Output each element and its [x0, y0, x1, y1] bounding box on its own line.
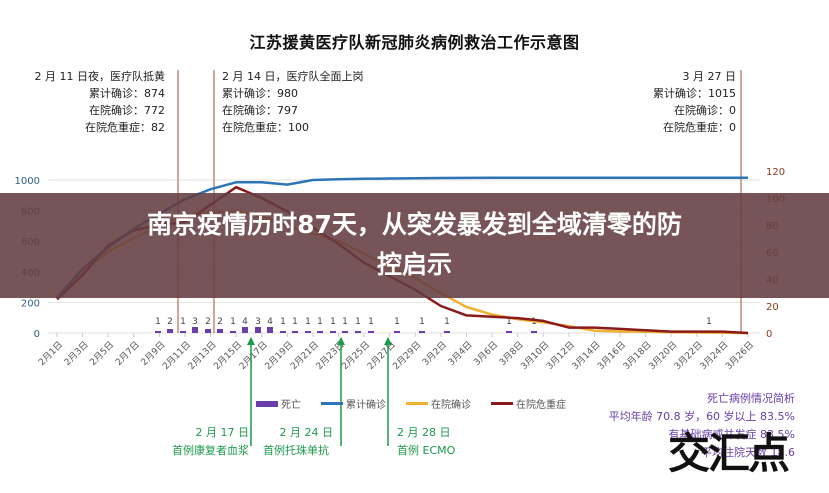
- legend-death: 死亡: [256, 396, 301, 411]
- annotation-line: 在院确诊：797: [222, 104, 298, 117]
- svg-text:4: 4: [242, 317, 248, 327]
- milestone-tocilizumab: 2 月 24 日 首例托珠单抗: [263, 424, 333, 460]
- headline-line1: 南京疫情历时87天，从突发暴发到全域清零的防: [147, 210, 682, 239]
- annotation-line: 累计确诊：980: [222, 87, 298, 100]
- annotation-head: 2 月 14 日，医疗队全面上岗: [222, 70, 364, 83]
- svg-text:120: 120: [766, 167, 785, 178]
- svg-text:1: 1: [706, 317, 712, 327]
- legend-critical: 在院危重症: [491, 396, 566, 411]
- svg-text:1: 1: [419, 317, 425, 327]
- svg-text:2: 2: [167, 317, 173, 327]
- svg-text:1: 1: [342, 317, 348, 327]
- svg-text:1: 1: [230, 317, 236, 327]
- legend-label: 死亡: [281, 400, 301, 411]
- svg-text:2: 2: [205, 317, 211, 327]
- legend-label: 累计确诊: [346, 400, 386, 411]
- svg-text:1: 1: [394, 317, 400, 327]
- annotation-line: 在院危重症：100: [222, 121, 309, 134]
- svg-text:0: 0: [766, 329, 772, 340]
- milestone-event: 首例康复者血浆: [172, 444, 249, 457]
- svg-text:2月5日: 2月5日: [88, 339, 117, 368]
- svg-text:1: 1: [155, 317, 161, 327]
- legend-label: 在院确诊: [431, 400, 471, 411]
- milestone-ecmo: 2 月 28 日 首例 ECMO: [397, 424, 455, 460]
- annotation-line: 在院确诊：0: [674, 104, 736, 117]
- milestone-date: 2 月 17 日: [195, 426, 250, 439]
- svg-text:1: 1: [506, 317, 512, 327]
- legend-swatch-death: [256, 400, 278, 407]
- annotation-feb11: 2 月 11 日夜，医疗队抵黄 累计确诊：874 在院确诊：772 在院危重症：…: [35, 68, 166, 136]
- headline-banner: [0, 193, 829, 298]
- svg-text:3月2日: 3月2日: [420, 339, 449, 368]
- milestone-event: 首例 ECMO: [397, 444, 456, 457]
- svg-text:1: 1: [444, 317, 450, 327]
- annotation-feb14: 2 月 14 日，医疗队全面上岗 累计确诊：980 在院确诊：797 在院危重症…: [222, 68, 364, 136]
- legend-swatch-critical: [491, 402, 513, 405]
- svg-text:1: 1: [305, 317, 311, 327]
- svg-text:2月29日: 2月29日: [391, 339, 424, 372]
- annotation-line: 累计确诊：874: [89, 87, 165, 100]
- svg-text:200: 200: [21, 298, 40, 309]
- svg-text:3月4日: 3月4日: [446, 339, 475, 368]
- svg-text:20: 20: [766, 302, 779, 313]
- legend-swatch-cumulative: [321, 402, 343, 405]
- death-summary-title: 死亡病例情况简析: [707, 392, 795, 405]
- svg-text:2月3日: 2月3日: [62, 339, 91, 368]
- annotation-mar27: 3 月 27 日 累计确诊：1015 在院确诊：0 在院危重症：0: [653, 68, 736, 136]
- svg-text:4: 4: [267, 317, 273, 327]
- headline-line2: 控启示: [376, 250, 452, 279]
- annotation-head: 2 月 11 日夜，医疗队抵黄: [34, 70, 166, 83]
- death-summary-line: 有基础病或并发症 83.5%: [668, 428, 795, 441]
- svg-text:1: 1: [368, 317, 374, 327]
- legend-swatch-hospitalized: [406, 402, 428, 405]
- annotation-line: 在院危重症：0: [663, 121, 736, 134]
- svg-text:3: 3: [255, 317, 261, 327]
- death-summary: 死亡病例情况简析 平均年龄 70.8 岁，60 岁以上 83.5% 有基础病或并…: [609, 390, 795, 462]
- milestone-date: 2 月 24 日: [279, 426, 334, 439]
- svg-text:1000: 1000: [15, 176, 40, 187]
- annotation-line: 在院确诊：772: [89, 104, 165, 117]
- legend-label: 在院危重症: [516, 400, 566, 411]
- chart-legend: 死亡 累计确诊 在院确诊 在院危重症: [256, 396, 580, 411]
- milestone-event: 首例托珠单抗: [263, 444, 329, 457]
- annotation-line: 在院危重症：82: [85, 121, 165, 134]
- svg-text:1: 1: [355, 317, 361, 327]
- death-summary-line: 平均年龄 70.8 岁，60 岁以上 83.5%: [608, 410, 795, 423]
- headline-text: 南京疫情历时87天，从突发暴发到全域清零的防 控启示: [0, 205, 829, 285]
- svg-text:0: 0: [34, 329, 40, 340]
- legend-cumulative: 累计确诊: [321, 396, 386, 411]
- milestone-plasma: 2 月 17 日 首例康复者血浆: [172, 424, 249, 460]
- svg-text:2月1日: 2月1日: [37, 339, 66, 368]
- svg-text:1: 1: [180, 317, 186, 327]
- svg-text:1: 1: [292, 317, 298, 327]
- svg-text:3月26日: 3月26日: [723, 339, 756, 372]
- svg-text:2: 2: [217, 317, 223, 327]
- svg-text:1: 1: [330, 317, 336, 327]
- svg-text:3月6日: 3月6日: [472, 339, 501, 368]
- svg-text:3: 3: [192, 317, 198, 327]
- milestone-date: 2 月 28 日: [397, 426, 451, 439]
- death-summary-line: 平均住院天数 18.6: [701, 446, 795, 459]
- annotation-line: 累计确诊：1015: [653, 87, 736, 100]
- chart-title: 江苏援黄医疗队新冠肺炎病例救治工作示意图: [249, 33, 580, 52]
- legend-hospitalized: 在院确诊: [406, 396, 471, 411]
- svg-text:2月7日: 2月7日: [113, 339, 142, 368]
- annotation-head: 3 月 27 日: [682, 70, 737, 83]
- watermark-logo: 交汇点: [668, 429, 790, 478]
- svg-text:1: 1: [280, 317, 286, 327]
- svg-text:1: 1: [317, 317, 323, 327]
